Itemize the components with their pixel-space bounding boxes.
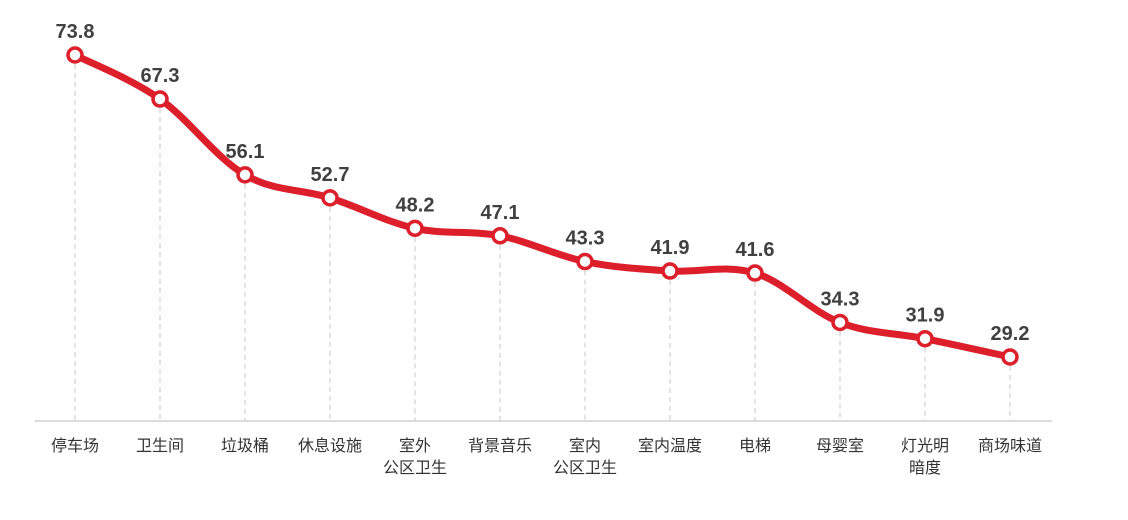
data-point-marker bbox=[1001, 348, 1019, 366]
data-value-label: 52.7 bbox=[311, 164, 350, 186]
data-markers bbox=[66, 46, 1019, 366]
category-label-line: 公区卫生 bbox=[383, 458, 447, 477]
data-point-marker bbox=[66, 46, 84, 64]
data-value-label: 56.1 bbox=[226, 141, 265, 163]
data-value-label: 29.2 bbox=[991, 323, 1030, 345]
category-label-line: 室内 bbox=[569, 436, 601, 455]
category-label: 室外公区卫生 bbox=[383, 436, 447, 477]
category-label: 停车场 bbox=[51, 436, 99, 455]
data-point-marker bbox=[321, 189, 339, 207]
category-label-line: 背景音乐 bbox=[468, 436, 532, 455]
data-point-marker bbox=[236, 166, 254, 184]
category-label-line: 室内温度 bbox=[638, 436, 702, 455]
category-label-line: 垃圾桶 bbox=[221, 436, 269, 455]
category-label: 室内温度 bbox=[638, 436, 702, 455]
data-point-marker bbox=[746, 264, 764, 282]
category-label-line: 卫生间 bbox=[136, 436, 184, 455]
data-value-label: 34.3 bbox=[821, 288, 860, 310]
data-point-marker bbox=[916, 329, 934, 348]
category-label-line: 公区卫生 bbox=[553, 458, 617, 477]
category-label-line: 商场味道 bbox=[978, 436, 1042, 455]
data-value-label: 41.6 bbox=[736, 239, 775, 261]
data-point-marker bbox=[491, 227, 509, 245]
category-label-line: 暗度 bbox=[909, 458, 941, 477]
data-value-label: 47.1 bbox=[481, 202, 520, 224]
data-point-marker bbox=[576, 252, 594, 271]
data-value-labels: 73.8 67.3 56.1 52.7 48.2 47.1 43.3 41.9 41.6 34.3… bbox=[56, 21, 1030, 345]
data-point-marker bbox=[151, 90, 169, 108]
data-value-label: 67.3 bbox=[141, 65, 180, 87]
category-label-line: 电梯 bbox=[739, 436, 771, 455]
category-labels: 停车场 卫生间 垃圾桶 休息设施 室外公区卫生 背景音乐 室内公区卫生 室内温度 电梯 母婴室 灯光… bbox=[51, 436, 1042, 477]
category-label: 母婴室 bbox=[816, 436, 864, 455]
data-value-label: 41.9 bbox=[651, 237, 690, 259]
category-label: 电梯 bbox=[739, 436, 771, 455]
data-point-marker bbox=[661, 262, 679, 280]
category-label-line: 停车场 bbox=[51, 436, 99, 455]
category-label-line: 室外 bbox=[399, 436, 431, 455]
category-label: 卫生间 bbox=[136, 436, 184, 455]
category-label: 垃圾桶 bbox=[221, 436, 269, 455]
data-value-label: 31.9 bbox=[906, 305, 945, 327]
category-label: 休息设施 bbox=[298, 436, 362, 455]
category-label: 商场味道 bbox=[978, 436, 1042, 455]
data-point-marker bbox=[406, 219, 424, 238]
category-label: 灯光明暗度 bbox=[901, 436, 949, 477]
category-label-line: 休息设施 bbox=[298, 436, 362, 455]
category-label: 室内公区卫生 bbox=[553, 436, 617, 477]
category-label: 背景音乐 bbox=[468, 436, 532, 455]
category-label-line: 母婴室 bbox=[816, 436, 864, 455]
series-line bbox=[71, 51, 1014, 361]
data-value-label: 48.2 bbox=[396, 194, 435, 216]
category-label-line: 灯光明 bbox=[901, 436, 949, 455]
guide-lines bbox=[74, 55, 1011, 421]
data-value-label: 73.8 bbox=[56, 21, 95, 43]
data-point-marker bbox=[831, 313, 849, 332]
data-value-label: 43.3 bbox=[566, 228, 605, 250]
